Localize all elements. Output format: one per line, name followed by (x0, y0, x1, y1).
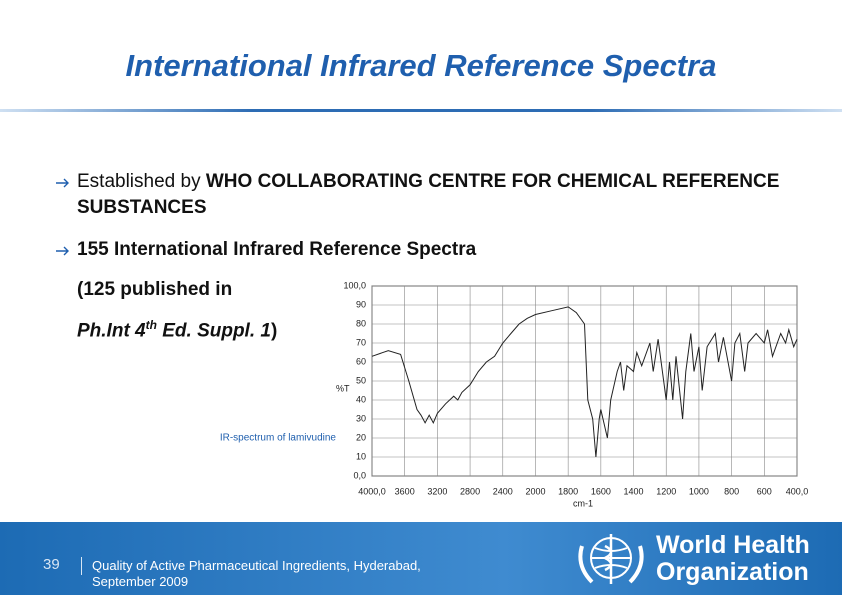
spectrum-line (371, 306, 798, 458)
note-part: Ph.Int 4 (77, 320, 146, 342)
x-tick-label: 400,0 (786, 486, 809, 496)
note-sup: th (145, 318, 157, 332)
x-tick-label: 1200 (656, 486, 676, 496)
org-name: World Health Organization (656, 532, 810, 586)
spectrum-chart: 0,0 10 20 30 40 50 60 70 80 90 100,0 4000,0 3600 3200… (220, 280, 809, 508)
bullet-text: 155 International Infrared Reference Spe… (77, 239, 477, 260)
y-tick-label: 90 (356, 299, 366, 309)
y-tick-label: 30 (356, 413, 366, 423)
slide-title: International Infrared Reference Spectra (125, 48, 717, 83)
note-line: (125 published in (77, 279, 233, 300)
x-tick-label: 1000 (689, 486, 709, 496)
x-tick-label: 3200 (427, 486, 447, 496)
y-tick-label: 50 (356, 375, 366, 385)
title-rule (0, 109, 842, 112)
y-axis-label: %T (336, 383, 350, 393)
x-tick-label: 1600 (591, 486, 611, 496)
x-axis-label: cm-1 (573, 498, 593, 508)
y-tick-label: 0,0 (353, 470, 366, 480)
x-tick-label: 1400 (624, 486, 644, 496)
x-tick-label: 600 (757, 486, 772, 496)
bullet: Established by WHO COLLABORATING CENTRE … (55, 169, 795, 221)
footer-text: Quality of Active Pharmaceutical Ingredi… (92, 558, 421, 589)
bullet-arrow (56, 178, 69, 188)
note-part: Ed. Suppl. 1 (156, 320, 271, 342)
org-line: World Health (656, 531, 810, 559)
y-tick-label: 10 (356, 451, 366, 461)
caption: IR-spectrum of lamivudine (220, 433, 337, 444)
x-tick-label: 1800 (558, 486, 578, 496)
x-tick-label: 2000 (525, 486, 545, 496)
org-line: Organization (656, 558, 809, 586)
footer: 39 Quality of Active Pharmaceutical Ingr… (0, 522, 842, 595)
bullet-arrow (56, 246, 69, 256)
note-line: Ph.Int 4th Ed. Suppl. 1) (77, 318, 277, 342)
bullet: 155 International Infrared Reference Spe… (55, 237, 476, 263)
note-part: ) (270, 320, 278, 342)
x-tick-label: 3600 (395, 486, 415, 496)
bullet-text: Established by (77, 171, 206, 192)
page-number: 39 (43, 556, 60, 573)
x-tick-label: 800 (724, 486, 739, 496)
x-tick-label: 2400 (493, 486, 513, 496)
y-tick-label: 60 (356, 356, 366, 366)
y-tick-label: 100,0 (343, 280, 366, 290)
x-tick-label: 2800 (460, 486, 480, 496)
x-tick-label: 4000,0 (358, 486, 386, 496)
y-tick-label: 20 (356, 432, 366, 442)
who-emblem (578, 534, 644, 584)
bullet-text-bold: WHO COLLABORATING CENTRE FOR CHEMICAL RE… (77, 171, 780, 218)
separator (81, 557, 82, 575)
y-tick-label: 80 (356, 318, 366, 328)
y-tick-label: 40 (356, 394, 366, 404)
y-tick-label: 70 (356, 337, 366, 347)
